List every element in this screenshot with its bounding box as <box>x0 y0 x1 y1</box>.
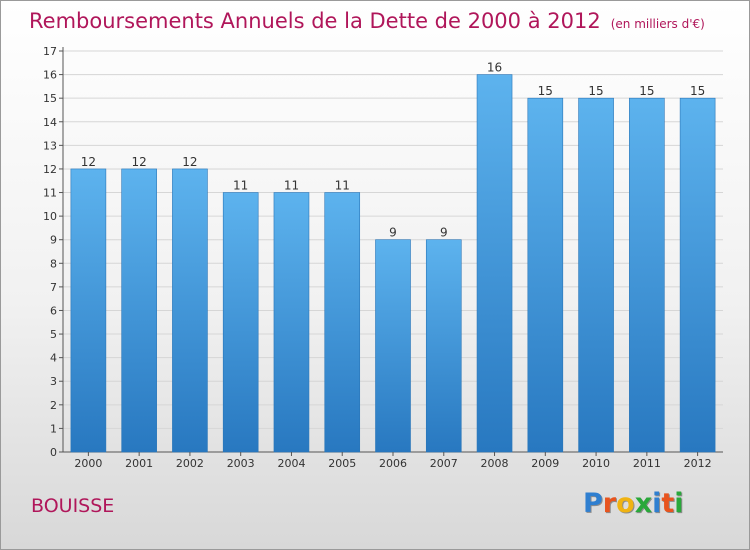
logo-letter: i <box>674 488 684 519</box>
bar-2006 <box>375 239 411 453</box>
x-tick-label-2011: 2011 <box>633 457 661 470</box>
x-tick-label-2010: 2010 <box>582 457 610 470</box>
y-tick-label: 0 <box>50 446 57 459</box>
bar-2012 <box>679 97 716 453</box>
y-tick-label: 10 <box>43 210 57 223</box>
bar-2005 <box>324 192 361 453</box>
x-tick-label-2000: 2000 <box>74 457 102 470</box>
data-label-2009: 15 <box>538 84 553 98</box>
logo-letter: x <box>634 488 653 519</box>
bar-2002 <box>172 168 208 453</box>
y-tick-label: 7 <box>50 281 57 294</box>
y-tick-label: 15 <box>43 92 57 105</box>
bar-2008 <box>476 74 513 453</box>
bar-2010 <box>578 97 614 453</box>
chart-title-text: Remboursements Annuels de la Dette de 20… <box>29 9 601 33</box>
y-tick-label: 3 <box>50 375 57 388</box>
logo-letter: t <box>661 488 675 519</box>
bars <box>70 74 716 453</box>
y-tick-label: 14 <box>43 116 57 129</box>
y-tick-label: 16 <box>43 69 57 82</box>
data-label-2010: 15 <box>588 84 603 98</box>
x-tick-label-2003: 2003 <box>227 457 255 470</box>
data-label-2002: 12 <box>182 155 197 169</box>
bar-2007 <box>425 239 462 453</box>
x-tick-label-2007: 2007 <box>430 457 458 470</box>
logo-letter: i <box>652 488 662 519</box>
proxiti-logo: Proxiti <box>583 488 684 519</box>
data-label-2011: 15 <box>639 84 654 98</box>
commune-name: BOUISSE <box>31 495 115 517</box>
y-tick-label: 4 <box>50 352 57 365</box>
data-label-2005: 11 <box>335 179 350 193</box>
x-tick-label-2012: 2012 <box>684 457 712 470</box>
bar-2000 <box>70 168 107 453</box>
y-tick-label: 2 <box>50 399 57 412</box>
y-tick-label: 9 <box>50 234 57 247</box>
bar-2011 <box>629 97 665 453</box>
data-label-2006: 9 <box>389 226 397 240</box>
bar-2004 <box>273 192 310 453</box>
x-tick-label-2004: 2004 <box>277 457 305 470</box>
y-tick-label: 17 <box>43 45 57 58</box>
x-tick-label-2008: 2008 <box>481 457 509 470</box>
data-label-2001: 12 <box>132 155 147 169</box>
data-label-2004: 11 <box>284 179 299 193</box>
bar-2001 <box>121 168 157 453</box>
x-tick-labels: 2000 2001 2002 2003 2004 2005 2006 2007 2008 2009… <box>74 452 712 470</box>
x-tick-label-2001: 2001 <box>125 457 153 470</box>
y-tick-label: 1 <box>50 422 57 435</box>
y-tick-label: 12 <box>43 163 57 176</box>
data-label-2003: 11 <box>233 179 248 193</box>
x-tick-label-2009: 2009 <box>531 457 559 470</box>
y-tick-label: 13 <box>43 139 57 152</box>
chart-title: Remboursements Annuels de la Dette de 20… <box>29 9 705 33</box>
data-label-2008: 16 <box>487 61 502 75</box>
data-label-2000: 12 <box>81 155 96 169</box>
y-tick-label: 5 <box>50 328 57 341</box>
y-tick-label: 6 <box>50 304 57 317</box>
bar-2009 <box>527 97 564 453</box>
logo-letter: o <box>616 488 635 519</box>
data-label-2012: 15 <box>690 84 705 98</box>
x-tick-label-2006: 2006 <box>379 457 407 470</box>
logo-letter: P <box>583 488 603 519</box>
y-tick-label: 8 <box>50 257 57 270</box>
data-labels: 12 12 12 11 11 11 9 9 16 15 15 15 15 <box>81 61 706 240</box>
data-label-2007: 9 <box>440 226 448 240</box>
x-tick-label-2002: 2002 <box>176 457 204 470</box>
y-tick-label: 11 <box>43 187 57 200</box>
bar-2003 <box>222 192 259 453</box>
logo-letter: r <box>602 488 617 519</box>
x-tick-label-2005: 2005 <box>328 457 356 470</box>
chart-unit: (en milliers d'€) <box>610 17 705 31</box>
